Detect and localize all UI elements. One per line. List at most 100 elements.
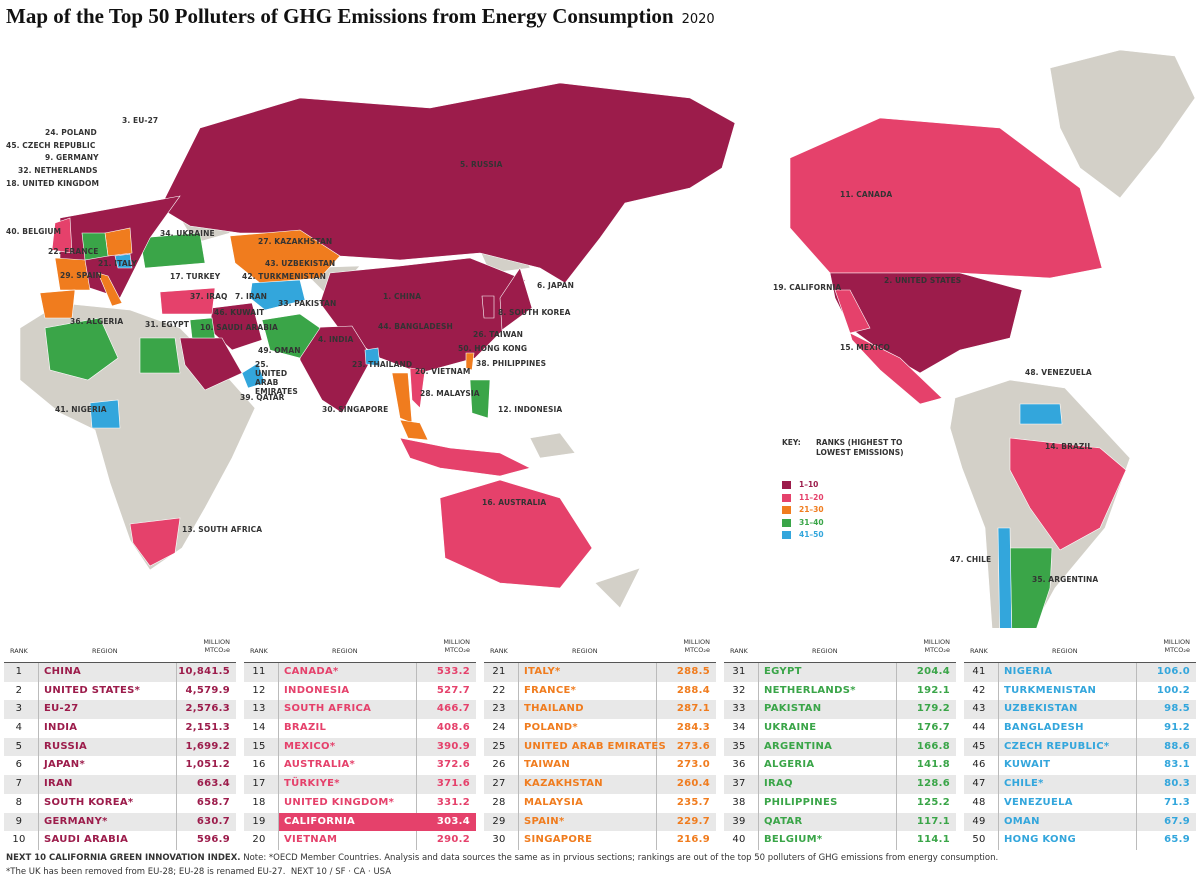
table-row: 17 TÜRKIYE* 371.6 xyxy=(244,775,476,794)
row-sep xyxy=(998,737,999,757)
value: 303.4 xyxy=(436,815,470,827)
value: 229.7 xyxy=(676,815,710,827)
rank: 31 xyxy=(732,666,746,677)
region: HONG KONG xyxy=(1004,834,1077,846)
value: 371.6 xyxy=(436,778,470,790)
key-swatch xyxy=(782,506,791,514)
rank: 36 xyxy=(732,759,746,771)
value: 117.1 xyxy=(916,815,950,827)
table-row: 10 SAUDI ARABIA 596.9 xyxy=(4,831,236,850)
value: 204.4 xyxy=(916,666,950,677)
value: 166.8 xyxy=(916,740,950,752)
key-label: 31–40 xyxy=(799,517,824,527)
table-row: 31 EGYPT 204.4 xyxy=(724,663,956,682)
map-label: 9. GERMANY xyxy=(45,153,99,162)
table-row: 46 KUWAIT 83.1 xyxy=(964,756,1196,776)
row-sep xyxy=(896,756,897,776)
table-row: 33 PAKISTAN 179.2 xyxy=(724,700,956,720)
table-header: RANK REGION MILLION MTCO₂e xyxy=(724,635,956,663)
value: 98.5 xyxy=(1164,703,1190,715)
row-sep xyxy=(38,719,39,738)
table-row: 9 GERMANY* 630.7 xyxy=(4,812,236,832)
table-row: 12 INDONESIA 527.7 xyxy=(244,681,476,701)
rank: 6 xyxy=(15,759,23,771)
table-row: 50 HONG KONG 65.9 xyxy=(964,831,1196,850)
row-sep xyxy=(656,700,657,720)
region: NIGERIA xyxy=(1004,666,1053,677)
map-label: 29. SPAIN xyxy=(60,271,102,280)
rank: 46 xyxy=(972,759,986,771)
table-row: 15 MEXICO* 390.9 xyxy=(244,737,476,757)
map-label: 14. BRAZIL xyxy=(1045,442,1093,451)
value: 83.1 xyxy=(1164,759,1190,771)
row-sep xyxy=(176,700,177,720)
table-row: 28 MALAYSIA 235.7 xyxy=(484,793,716,813)
key-swatch xyxy=(782,481,791,489)
col-region: REGION xyxy=(1052,647,1078,655)
col-value-2: MTCO₂e xyxy=(684,646,710,654)
table: RANK REGION MILLION MTCO₂e 21 ITALY* 288.5 22 FR… xyxy=(484,635,716,850)
value: 106.0 xyxy=(1156,666,1190,677)
row-sep xyxy=(1136,700,1137,720)
value: 663.4 xyxy=(196,778,230,790)
map-label: 11. CANADA xyxy=(840,190,893,199)
row-sep xyxy=(278,737,279,757)
row-sep xyxy=(518,663,519,682)
value: 88.6 xyxy=(1164,740,1190,752)
row-sep xyxy=(656,812,657,832)
region: KAZAKHSTAN xyxy=(524,778,603,790)
row-sep xyxy=(278,663,279,682)
rank: 10 xyxy=(12,834,26,846)
value: 100.2 xyxy=(1156,684,1190,696)
row-sep xyxy=(176,681,177,701)
row-sep xyxy=(38,737,39,757)
row-sep xyxy=(896,831,897,850)
rank: 27 xyxy=(492,778,506,790)
table-row: 16 AUSTRALIA* 372.6 xyxy=(244,756,476,776)
map-label: 44. BANGLADESH xyxy=(378,322,453,331)
region: QATAR xyxy=(764,815,803,827)
col-region: REGION xyxy=(332,647,358,655)
row-sep xyxy=(998,812,999,832)
map-label: 50. HONG KONG xyxy=(458,344,528,353)
region: EU-27 xyxy=(44,703,79,715)
rank: 2 xyxy=(15,684,23,696)
row-sep xyxy=(656,737,657,757)
table-row: 49 OMAN 67.9 xyxy=(964,812,1196,832)
rank: 25 xyxy=(492,740,506,752)
region: GERMANY* xyxy=(44,815,108,827)
row-sep xyxy=(1136,663,1137,682)
region: TURKMENISTAN xyxy=(1004,684,1097,696)
row-sep xyxy=(998,663,999,682)
row-sep xyxy=(518,737,519,757)
key-label: 21–30 xyxy=(799,505,824,514)
row-sep xyxy=(38,812,39,832)
row-sep xyxy=(896,719,897,738)
table-row: 24 POLAND* 284.3 xyxy=(484,719,716,738)
row-sep xyxy=(998,756,999,776)
rank: 3 xyxy=(15,703,23,715)
row-sep xyxy=(176,719,177,738)
table-row: 13 SOUTH AFRICA 466.7 xyxy=(244,700,476,720)
map-label: 40. BELGIUM xyxy=(6,227,62,236)
rank: 30 xyxy=(492,834,506,846)
table-row: 6 JAPAN* 1,051.2 xyxy=(4,756,236,776)
map-label: 23. THAILAND xyxy=(352,360,413,369)
row-sep xyxy=(998,831,999,850)
region: RUSSIA xyxy=(44,740,88,752)
col-value-2: MTCO₂e xyxy=(924,646,950,654)
map-label: 35. ARGENTINA xyxy=(1032,575,1099,584)
value: 260.4 xyxy=(676,778,710,790)
map-label: 45. CZECH REPUBLIC xyxy=(6,141,96,150)
map-label: 49. OMAN xyxy=(258,346,301,355)
map-label: 27. KAZAKHSTAN xyxy=(258,237,333,246)
row-sep xyxy=(758,775,759,794)
row-sep xyxy=(998,775,999,794)
col-value-2: MTCO₂e xyxy=(444,646,470,654)
table-row: 35 ARGENTINA 166.8 xyxy=(724,737,956,757)
table-row: 7 IRAN 663.4 xyxy=(4,775,236,794)
map-label: 4. INDIA xyxy=(318,335,354,344)
map-labels: 3. EU-27 24. POLAND 45. CZECH REPUBLIC 9. G… xyxy=(6,116,1099,584)
map-label: 22. FRANCE xyxy=(48,247,99,256)
row-sep xyxy=(896,663,897,682)
